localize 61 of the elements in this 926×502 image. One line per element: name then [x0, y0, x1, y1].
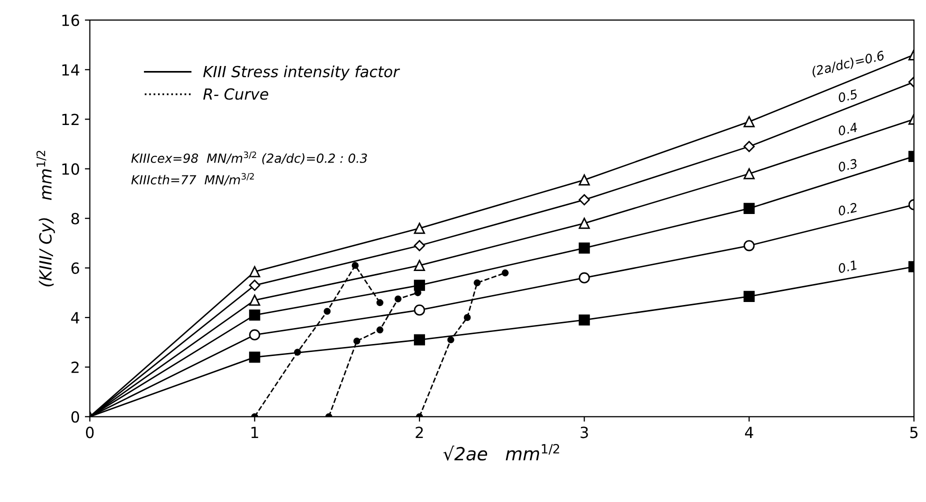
- point: [744, 116, 755, 128]
- point: [352, 262, 359, 269]
- point: [744, 168, 755, 180]
- text: 0.3: [838, 158, 858, 172]
- y-tick-label: 4: [71, 312, 80, 324]
- x-tick-label: 1: [251, 426, 258, 438]
- text: 0.2: [838, 202, 858, 216]
- point: [744, 140, 755, 152]
- x-tick-label: 2: [416, 426, 423, 438]
- y-tick-label: 14: [62, 64, 80, 76]
- point: [376, 299, 384, 306]
- y-tick-label: 10: [62, 163, 80, 175]
- y-tick-label: 0: [71, 411, 80, 423]
- x-tick-label: 5: [910, 426, 918, 438]
- point: [474, 279, 481, 286]
- text: 0.1: [838, 260, 857, 274]
- legend-label: R- Curve: [203, 88, 268, 100]
- x-axis-title: √2ae mm$^{1/2}$: [443, 444, 560, 461]
- annotation: KIIIcth=77 MN/m$^{3/2}$: [131, 173, 254, 186]
- point: [744, 202, 755, 214]
- x-tick-label: 4: [745, 426, 754, 438]
- point: [578, 174, 590, 186]
- text: 0.4: [838, 122, 858, 136]
- point: [414, 304, 426, 316]
- point: [744, 240, 755, 252]
- point: [447, 336, 454, 344]
- y-tick-label: 8: [71, 212, 80, 224]
- point: [414, 222, 426, 234]
- annotation: KIII Stress intensity factor: [203, 66, 400, 80]
- point: [294, 348, 301, 356]
- point: [578, 272, 590, 284]
- point: [578, 242, 590, 254]
- point: [578, 314, 590, 326]
- point: [249, 329, 260, 340]
- point: [249, 309, 260, 321]
- x-tick-label: 3: [580, 426, 588, 438]
- point: [414, 280, 426, 291]
- point: [414, 334, 426, 346]
- point: [353, 338, 360, 345]
- point: [249, 294, 260, 306]
- point: [464, 314, 471, 321]
- annotation: KIIIcex=98 MN/m$^{3/2}$ (2a/dc)=0.2 : 0.3: [131, 151, 367, 164]
- point: [414, 240, 426, 252]
- x-tick-label: 0: [86, 426, 94, 438]
- point: [502, 269, 509, 276]
- point: [376, 326, 384, 334]
- point: [578, 218, 590, 229]
- point: [324, 308, 331, 315]
- point: [394, 295, 402, 302]
- text: 0.5: [838, 89, 858, 103]
- point: [249, 266, 260, 278]
- point: [744, 290, 755, 302]
- point: [414, 260, 426, 272]
- y-tick-label: 16: [62, 14, 80, 26]
- y-tick-label: 6: [71, 262, 80, 274]
- y-tick-label: 2: [72, 362, 79, 373]
- point: [249, 352, 260, 363]
- y-axis-title: (KIII/ Cy) mm$^{1/2}$: [36, 150, 55, 286]
- point: [249, 280, 260, 291]
- y-tick-label: 12: [62, 114, 79, 126]
- point: [578, 194, 590, 206]
